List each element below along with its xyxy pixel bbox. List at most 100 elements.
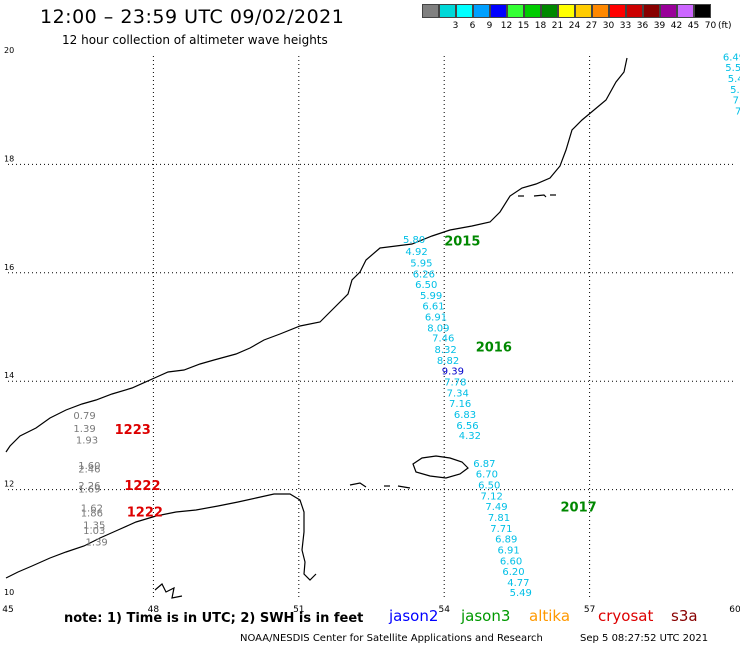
pass-time-label: 1223 [115,423,151,438]
swh-value: 5.95 [410,258,432,269]
swh-value: 6.60 [500,556,522,567]
swh-value: 5.5 [725,63,740,74]
pass-time-label: 1222 [127,506,163,521]
swh-value: 6.91 [425,312,447,323]
swh-value: 4.77 [507,578,529,589]
scale-swatch [541,4,558,18]
scale-label: 21 [551,21,564,31]
lat-tick-label: 20 [4,46,14,55]
track-jason3-east: 6.495.55.45.7.7. [723,52,740,117]
swh-value: 6.50 [415,280,437,291]
scale-swatch [507,4,524,18]
lon-tick-label: 45 [2,605,13,615]
swh-value: 6.83 [454,410,476,421]
scale-swatch [456,4,473,18]
swh-value: 1.60 [78,461,100,472]
scale-label: 27 [585,21,598,31]
scale-swatch [558,4,575,18]
credit-line: NOAA/NESDIS Center for Satellite Applica… [240,633,543,644]
swh-value: 5.80 [403,235,425,246]
swh-value: 5. [730,85,740,96]
scale-label: 70 [704,21,717,31]
scale-swatch [609,4,626,18]
scale-swatch [643,4,660,18]
swh-value: 8.32 [435,345,457,356]
swh-value: 7.46 [432,334,454,345]
islet-1 [349,482,367,488]
swh-value: 6.91 [498,546,520,557]
swh-value: 6.20 [502,567,524,578]
scale-label: 3 [452,21,459,31]
lon-tick-label: 60 [729,605,740,615]
swh-value: 1.39 [73,424,95,435]
swh-value: 7.34 [447,388,469,399]
swh-value: 7.81 [488,513,510,524]
swh-value: 7.49 [485,502,507,513]
swh-value: 7.16 [449,399,471,410]
swh-value: 0.79 [73,411,95,422]
islet-3 [397,485,411,489]
pass-time-label: 2017 [561,500,597,515]
swh-value: 5.99 [420,291,442,302]
swh-value: 4.92 [405,247,427,258]
scale-label: 45 [687,21,700,31]
scale-label: 6 [469,21,476,31]
swh-value: 4.32 [459,431,481,442]
swh-value: 7.78 [444,378,466,389]
scale-swatch [677,4,694,18]
scale-swatch [575,4,592,18]
swh-value: 5.49 [510,588,532,599]
track-west-1222b: 1.621.861.351.031.39 1222 [81,503,163,548]
swh-value: 6.49 [723,52,740,63]
scale-label: 33 [619,21,632,31]
swh-value: 2.26 [78,481,100,492]
scale-swatch [592,4,609,18]
kuria-muria-2 [533,194,547,198]
swh-value: 6.50 [478,481,500,492]
legend-jason2: jason2 [389,607,439,625]
coastline-arabia [5,57,628,453]
lon-tick-label: 57 [584,605,595,615]
track-west-1223: 0.79 1.391.93 1223 [73,411,150,446]
swh-value: 1.62 [81,503,103,514]
scale-label: 39 [653,21,666,31]
timestamp: Sep 5 08:27:52 UTC 2021 [580,633,709,644]
legend-cryosat: cryosat [598,607,654,625]
pass-time-label: 2015 [444,235,480,250]
swh-value: 1.39 [86,537,108,548]
altimeter-tracks: 5.804.925.956.266.505.996.616.918.097.46… [73,52,740,598]
lon-tick-label: 48 [148,605,160,615]
swh-value: 6.87 [473,459,495,470]
swh-value: 6.89 [495,535,517,546]
swh-value: 5.4 [728,74,740,85]
legend-s3a: s3a [671,607,698,625]
scale-label: 12 [500,21,513,31]
swh-value: 7.71 [490,524,512,535]
scale-swatch [490,4,507,18]
swh-value: 2.46 [78,464,100,475]
swh-value: 1.03 [83,526,105,537]
swh-value: 8.09 [427,323,449,334]
swh-value: 8.82 [437,356,459,367]
swh-value: 6.56 [456,421,478,432]
map-title: 12:00 – 23:59 UTC 09/02/2021 [40,6,345,28]
scale-swatch [439,4,456,18]
lat-tick-label: 10 [4,588,14,597]
lat-tick-label: 18 [4,154,14,163]
lat-tick-label: 14 [4,371,14,380]
scale-label: 9 [486,21,493,31]
track-west-1222a: 1.602.46 2.261.69 1222 [78,461,160,495]
swh-value: 1.69 [78,484,100,495]
scale-label: 36 [636,21,649,31]
legend-altika: altika [529,607,571,625]
swh-value: 1.93 [76,436,98,447]
lat-tick-label: 16 [4,263,14,272]
swh-value: 7. [733,96,740,107]
swh-value: 1.86 [81,509,103,520]
scale-swatch [473,4,490,18]
map-subtitle: 12 hour collection of altimeter wave hei… [62,33,328,47]
scale-label: 30 [602,21,615,31]
swh-value: 6.26 [413,270,435,281]
lon-tick-label: 51 [293,605,304,615]
